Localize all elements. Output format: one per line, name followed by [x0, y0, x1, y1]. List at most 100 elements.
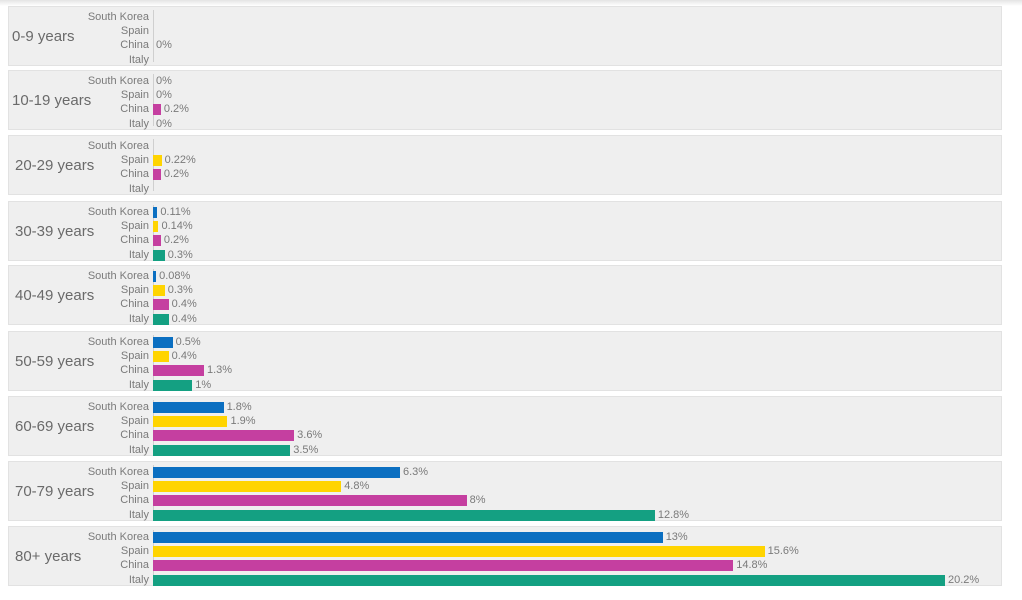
value-label-china: 3.6%: [297, 429, 323, 442]
country-label-south-korea: South Korea: [87, 206, 149, 218]
bar-china: [153, 169, 161, 181]
age-group-label: 30-39 years: [15, 223, 95, 240]
country-label-south-korea: South Korea: [87, 531, 149, 543]
value-label-china: 0.2%: [163, 103, 189, 116]
value-label-italy: 0.4%: [171, 312, 197, 325]
bar-italy: [153, 509, 655, 521]
bar-south-korea: [153, 402, 224, 413]
bar-china: [153, 430, 295, 442]
value-label-spain: 0.3%: [167, 284, 193, 297]
age-group-panel: [8, 265, 1002, 325]
bar-china: [153, 560, 734, 572]
country-label-spain: Spain: [120, 284, 149, 297]
value-label-italy: 12.8%: [657, 508, 690, 521]
country-label-south-korea: South Korea: [87, 336, 149, 348]
bar-china: [153, 299, 169, 311]
bar-italy: [153, 313, 169, 325]
country-label-italy: Italy: [128, 312, 149, 325]
age-group-label: 40-49 years: [15, 287, 95, 304]
country-label-china: China: [120, 103, 149, 116]
bar-spain: [153, 546, 765, 558]
country-label-italy: Italy: [128, 117, 149, 130]
value-label-china: 0%: [156, 39, 172, 52]
bar-spain: [153, 481, 342, 493]
country-label-south-korea: South Korea: [87, 401, 149, 413]
bar-south-korea: [153, 337, 173, 348]
value-label-italy: 3.5%: [293, 443, 319, 456]
country-label-spain: Spain: [120, 350, 149, 363]
bar-south-korea: [153, 467, 400, 478]
age-group-label: 0-9 years: [12, 28, 75, 45]
value-label-spain: 15.6%: [767, 545, 799, 558]
age-group-label: 60-69 years: [15, 418, 95, 435]
country-label-spain: Spain: [120, 415, 149, 428]
bar-italy: [153, 574, 945, 586]
country-label-south-korea: South Korea: [87, 140, 149, 152]
value-label-china: 8%: [469, 494, 486, 507]
country-label-spain: Spain: [120, 89, 149, 102]
age-group-panel: [8, 135, 1002, 195]
age-group-label: 80+ years: [15, 548, 82, 565]
country-label-italy: Italy: [128, 182, 149, 195]
value-label-spain: 0%: [156, 89, 172, 102]
country-label-italy: Italy: [128, 378, 149, 391]
age-group-panel: [8, 6, 1002, 66]
age-group-panel: [8, 70, 1002, 130]
age-group-panel: [8, 331, 1002, 391]
bar-spain: [153, 155, 162, 167]
country-label-italy: Italy: [128, 443, 149, 456]
age-group-panel: [8, 201, 1002, 261]
bar-spain: [153, 221, 159, 233]
country-label-spain: Spain: [120, 480, 149, 493]
country-label-spain: Spain: [120, 154, 149, 167]
value-label-south-korea: 0.11%: [160, 206, 191, 218]
bar-south-korea: [153, 271, 157, 282]
value-label-south-korea: 13%: [665, 531, 688, 543]
value-label-spain: 4.8%: [344, 480, 370, 493]
value-label-spain: 0.14%: [161, 220, 193, 233]
value-label-china: 0.4%: [171, 298, 197, 311]
country-label-china: China: [120, 559, 149, 572]
country-label-spain: Spain: [120, 220, 149, 233]
bar-spain: [153, 285, 165, 297]
country-label-china: China: [120, 298, 149, 311]
bar-italy: [153, 379, 193, 391]
country-label-china: China: [120, 364, 149, 377]
bar-baseline: [153, 74, 154, 126]
bar-china: [153, 104, 161, 116]
country-label-china: China: [120, 168, 149, 181]
value-label-south-korea: 0%: [156, 75, 172, 87]
country-label-italy: Italy: [128, 573, 149, 586]
bar-china: [153, 365, 204, 377]
value-label-spain: 0.22%: [164, 154, 196, 167]
country-label-spain: Spain: [120, 545, 149, 558]
country-label-italy: Italy: [128, 53, 149, 66]
bar-spain: [153, 416, 228, 428]
value-label-italy: 0.3%: [167, 248, 193, 261]
bar-china: [153, 235, 161, 247]
value-label-south-korea: 0.08%: [159, 270, 191, 282]
country-label-spain: Spain: [120, 25, 149, 38]
bar-south-korea: [153, 207, 158, 218]
age-group-label: 70-79 years: [15, 483, 95, 500]
bar-baseline: [153, 10, 154, 62]
country-label-south-korea: South Korea: [87, 466, 149, 478]
value-label-south-korea: 0.5%: [175, 336, 201, 348]
value-label-south-korea: 1.8%: [226, 401, 252, 413]
bar-south-korea: [153, 532, 663, 543]
country-label-italy: Italy: [128, 248, 149, 261]
value-label-spain: 1.9%: [230, 415, 256, 428]
bar-italy: [153, 249, 165, 261]
age-group-label: 10-19 years: [12, 92, 92, 109]
country-label-china: China: [120, 234, 149, 247]
age-group-label: 20-29 years: [15, 157, 95, 174]
age-group-label: 50-59 years: [15, 353, 95, 370]
value-label-italy: 1%: [195, 378, 212, 391]
bar-china: [153, 495, 467, 507]
value-label-china: 1.3%: [206, 364, 233, 377]
country-label-south-korea: South Korea: [87, 75, 149, 87]
value-label-italy: 0%: [156, 117, 172, 130]
value-label-china: 0.2%: [163, 168, 189, 181]
value-label-south-korea: 6.3%: [403, 466, 429, 478]
